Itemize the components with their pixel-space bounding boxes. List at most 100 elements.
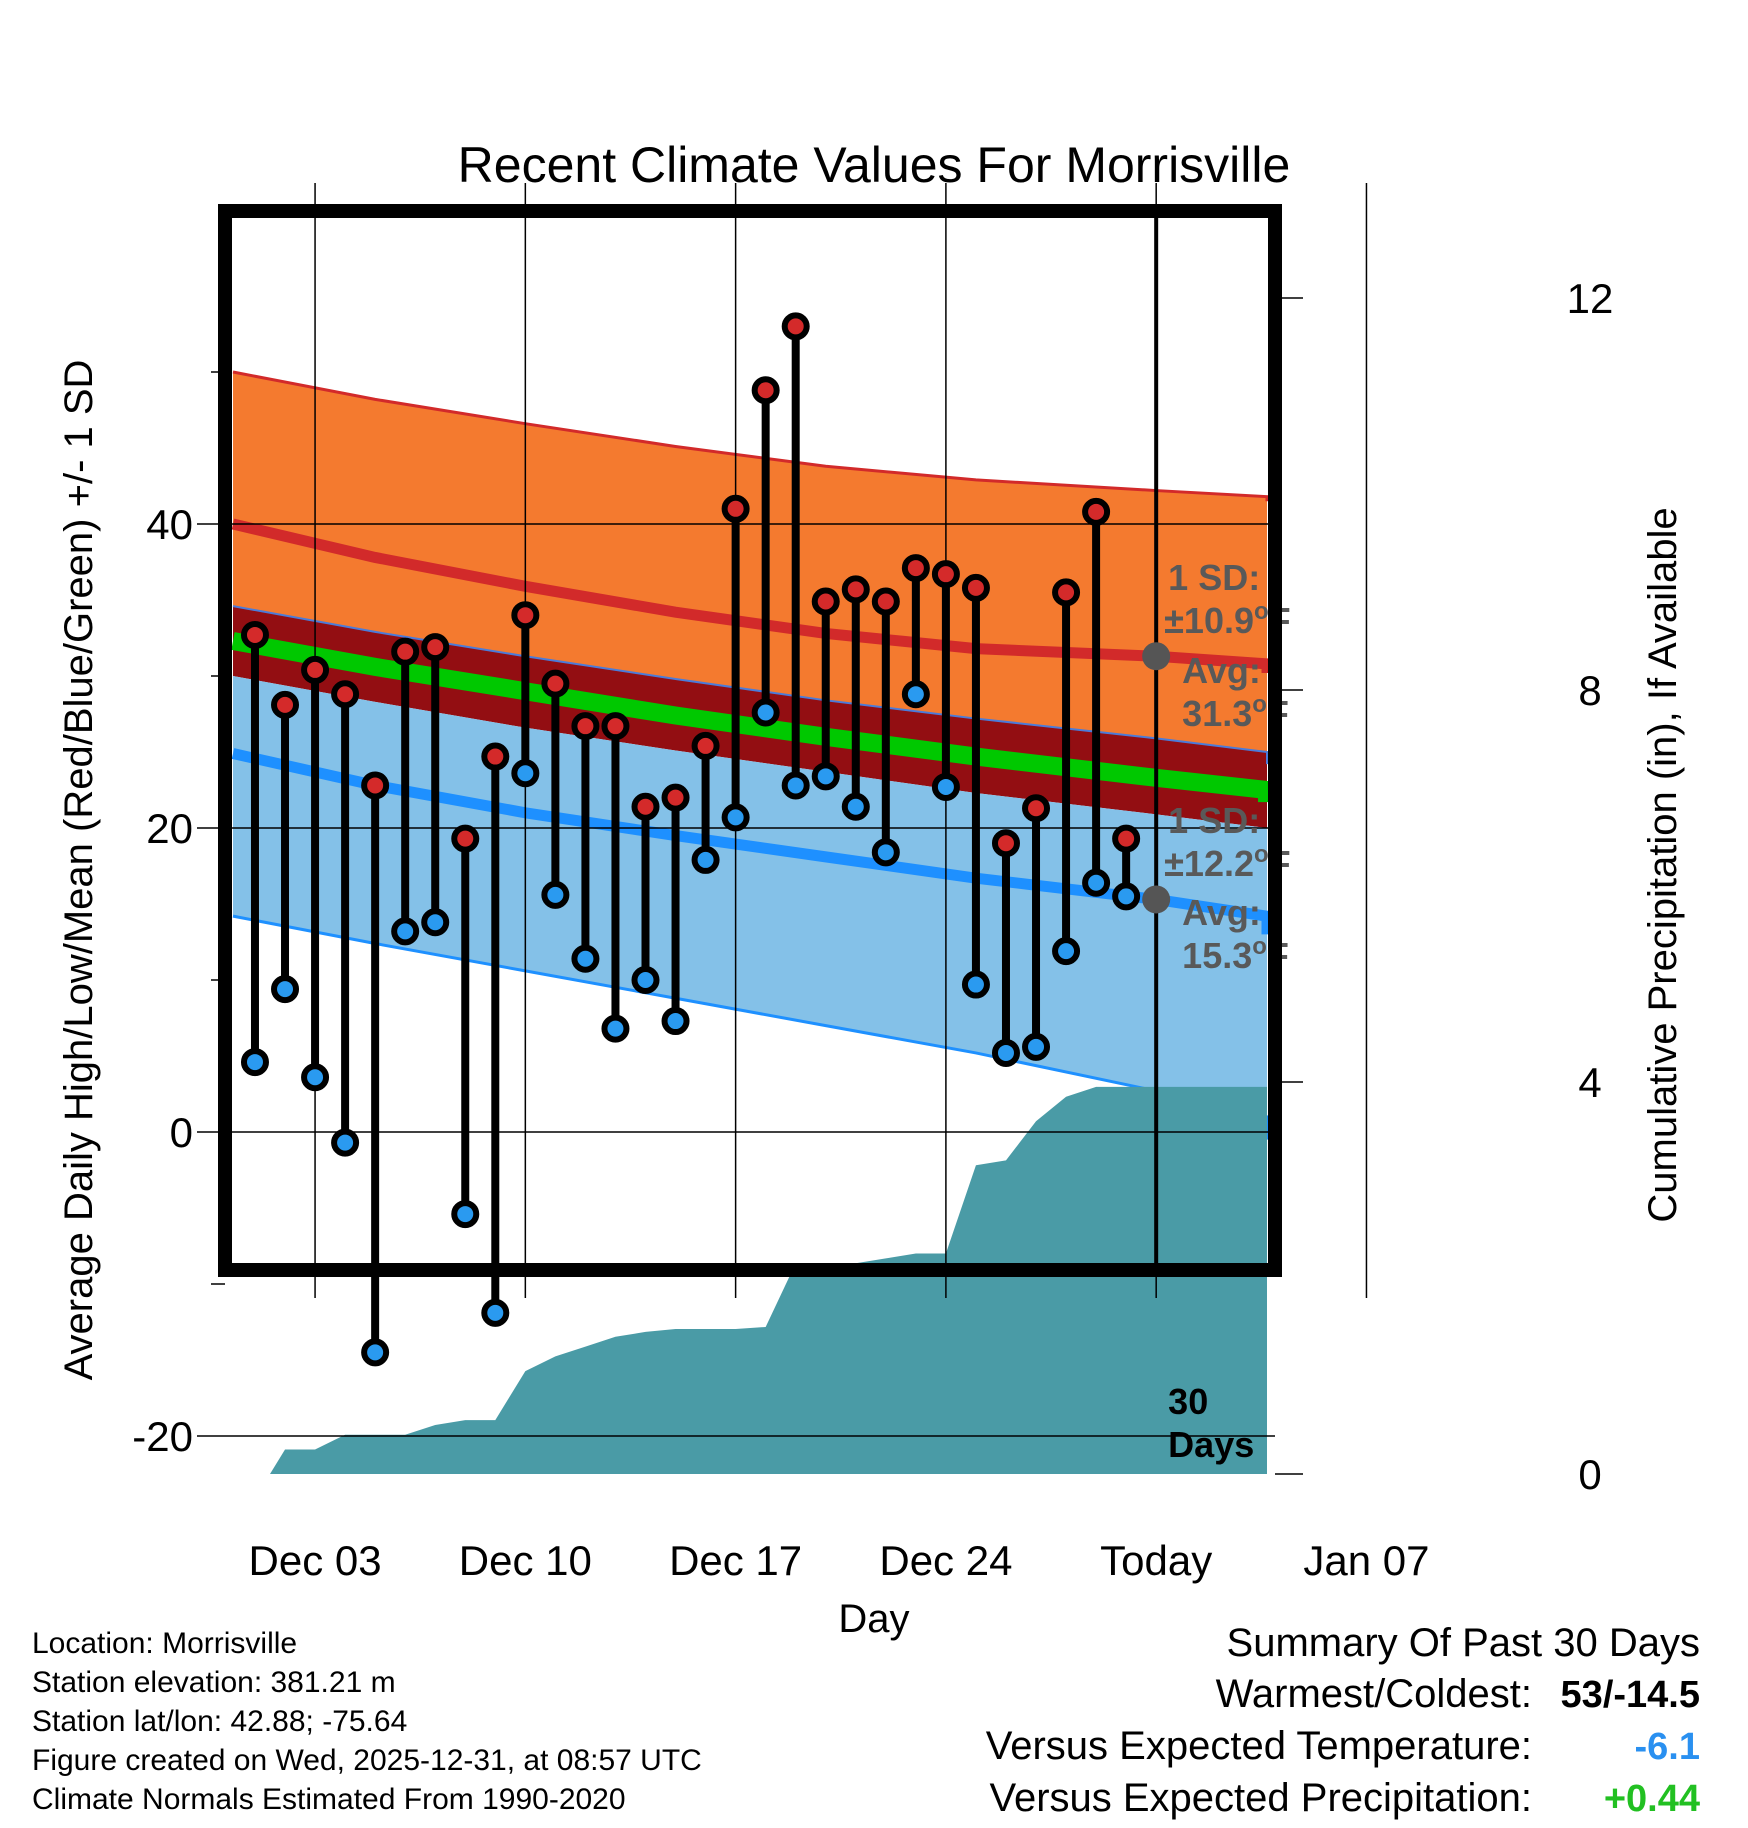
high-avg-label: Avg: [1182, 650, 1261, 691]
y-tick-label-left: 20 [146, 805, 193, 852]
daily-low-point [871, 838, 900, 867]
summary-title: Summary Of Past 30 Days [1226, 1621, 1700, 1665]
x-axis-label: Day [838, 1597, 909, 1641]
daily-high-point [721, 494, 750, 523]
precip-area [254, 1086, 1268, 1474]
daily-low-point [481, 1298, 510, 1327]
normals-text: Climate Normals Estimated From 1990-2020 [32, 1783, 626, 1816]
daily-low-point [1052, 937, 1081, 966]
x-tick-label: Dec 10 [459, 1537, 592, 1584]
daily-high-point [421, 633, 450, 662]
daily-low-point [751, 698, 780, 727]
daily-low-point [691, 845, 720, 874]
daily-high-point [751, 376, 780, 405]
created-text: Figure created on Wed, 2025-12-31, at 08… [32, 1744, 702, 1777]
x-tick-label: Dec 24 [879, 1537, 1012, 1584]
location-text: Location: Morrisville [32, 1627, 298, 1660]
daily-low-point [961, 970, 990, 999]
y-tick-label-left: 0 [170, 1109, 193, 1156]
x-tick-label: Dec 03 [249, 1537, 382, 1584]
daily-high-point [991, 829, 1020, 858]
daily-low-point [240, 1048, 269, 1077]
daily-high-point [331, 680, 360, 709]
summary-temp: Versus Expected Temperature: -6.1 [986, 1721, 1700, 1773]
daily-low-point [301, 1063, 330, 1092]
high-sd-label: 1 SD: [1168, 557, 1260, 598]
daily-high-point [691, 731, 720, 760]
daily-low-point [931, 772, 960, 801]
daily-low-point [361, 1338, 390, 1367]
daily-low-point [781, 771, 810, 800]
days-count: 30 [1168, 1381, 1208, 1422]
daily-low-point [421, 908, 450, 937]
daily-high-point [240, 620, 269, 649]
low-sd-label: 1 SD: [1168, 800, 1260, 841]
daily-high-point [571, 712, 600, 741]
high-sd-value: ±10.9oF [1164, 598, 1291, 641]
daily-high-point [961, 573, 990, 602]
daily-low-point [271, 975, 300, 1004]
elevation-text: Station elevation: 381.21 m [32, 1666, 396, 1699]
low-avg-label: Avg: [1182, 892, 1261, 933]
daily-low-point [661, 1007, 690, 1036]
high-sd-band [233, 372, 1267, 765]
plot-frame [218, 204, 1282, 1277]
daily-high-point [1022, 794, 1051, 823]
warm-cold-value: 53/-14.5 [1560, 1674, 1700, 1716]
daily-high-point [511, 601, 540, 630]
daily-low-point [1022, 1032, 1051, 1061]
daily-low-point [571, 944, 600, 973]
y-axis-label-left: Average Daily High/Low/Mean (Red/Blue/Gr… [57, 360, 101, 1381]
daily-high-point [1052, 578, 1081, 607]
y-tick-label-left: 40 [146, 501, 193, 548]
summary-warm-cold: Warmest/Coldest: 53/-14.5 [986, 1669, 1700, 1721]
daily-low-point [511, 759, 540, 788]
x-tick-label: Jan 07 [1303, 1537, 1429, 1584]
y-axis-label-right: Cumulative Precipitation (in), If Availa… [1641, 507, 1685, 1222]
high-avg-marker [1142, 642, 1171, 671]
daily-high-point [631, 792, 660, 821]
x-tick-label: Today [1100, 1537, 1212, 1584]
daily-low-point [601, 1014, 630, 1043]
high-upper-line [232, 370, 1269, 502]
temp-value: -6.1 [1634, 1726, 1700, 1768]
station-info: Location: Morrisville Station elevation:… [32, 1624, 702, 1819]
daily-low-point [721, 803, 750, 832]
low-avg-marker [1142, 885, 1171, 914]
temp-label: Versus Expected Temperature: [985, 1724, 1532, 1768]
y-tick-label-left: -20 [132, 1413, 193, 1460]
y-tick-label-right: 4 [1578, 1059, 1601, 1106]
daily-low-point [631, 966, 660, 994]
daily-low-point [1112, 882, 1141, 911]
latlon-text: Station lat/lon: 42.88; -75.64 [32, 1705, 408, 1738]
daily-low-point [991, 1038, 1020, 1067]
daily-high-point [451, 824, 480, 853]
daily-high-point [271, 690, 300, 719]
daily-low-point [331, 1128, 360, 1157]
summary-panel: Summary Of Past 30 Days Warmest/Coldest:… [986, 1618, 1700, 1825]
days-label: Days [1168, 1424, 1254, 1465]
daily-low-point [541, 880, 570, 909]
daily-high-point [901, 554, 930, 583]
y-tick-label-right: 0 [1578, 1451, 1601, 1498]
daily-high-point [601, 712, 630, 741]
daily-high-point [871, 587, 900, 616]
chart-title: Recent Climate Values For Morrisville [458, 137, 1291, 193]
daily-high-point [841, 575, 870, 604]
daily-high-point [781, 312, 810, 341]
daily-high-point [661, 783, 690, 812]
daily-low-point [451, 1200, 480, 1229]
daily-high-point [301, 655, 330, 684]
daily-low-point [901, 680, 930, 709]
daily-low-point [811, 762, 840, 791]
y-tick-label-right: 12 [1567, 275, 1614, 322]
warm-cold-label: Warmest/Coldest: [1215, 1672, 1532, 1716]
daily-high-point [391, 637, 420, 666]
daily-low-point [391, 917, 420, 946]
low-avg-line [231, 748, 1273, 935]
daily-high-point [361, 771, 390, 800]
daily-low-point [841, 792, 870, 821]
daily-high-point [1112, 824, 1141, 853]
